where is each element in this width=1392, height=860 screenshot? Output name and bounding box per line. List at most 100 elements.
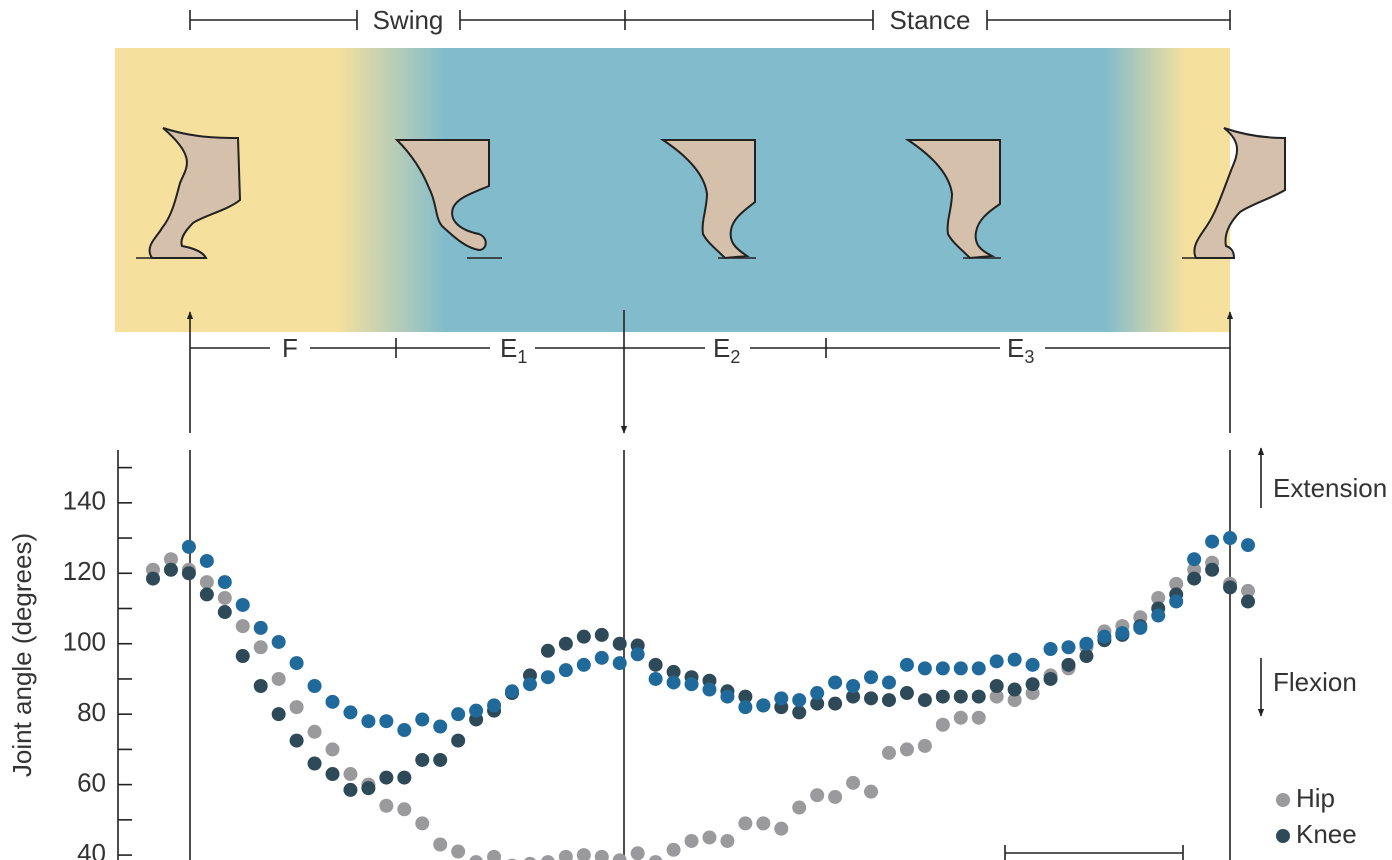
data-point [361, 714, 376, 729]
data-point [163, 552, 178, 567]
data-point [648, 671, 663, 686]
data-point [576, 848, 591, 860]
data-point [756, 698, 771, 713]
data-point [738, 689, 753, 704]
data-point [415, 816, 430, 831]
data-point [1115, 626, 1130, 641]
data-point [1061, 657, 1076, 672]
data-point [612, 656, 627, 671]
data-point [415, 712, 430, 727]
legs [136, 127, 1286, 260]
data-point [253, 640, 268, 655]
data-point [397, 802, 412, 817]
data-point [1043, 642, 1058, 657]
data-point [397, 770, 412, 785]
data-point [594, 650, 609, 665]
data-point [379, 798, 394, 813]
data-point [917, 738, 932, 753]
data-point [1223, 580, 1238, 595]
data-point [971, 689, 986, 704]
data-point [451, 733, 466, 748]
data-point [307, 756, 322, 771]
data-point [1187, 552, 1202, 567]
data-point [917, 693, 932, 708]
data-point [899, 686, 914, 701]
data-point [451, 707, 466, 722]
y-axis-title: Joint angle (degrees) [7, 533, 37, 777]
data-point [541, 855, 555, 860]
data-point [630, 846, 645, 860]
y-tick-label: 80 [77, 697, 106, 727]
data-point [540, 670, 555, 685]
data-point [702, 682, 717, 697]
data-point [738, 816, 753, 831]
data-point [971, 710, 986, 725]
data-point [684, 677, 699, 692]
data-point [953, 689, 968, 704]
data-point [181, 566, 196, 581]
data-point [235, 649, 250, 664]
data-point [379, 770, 394, 785]
data-point [774, 691, 789, 706]
y-tick-label: 60 [77, 767, 106, 797]
data-point [433, 837, 448, 852]
data-point [810, 788, 825, 803]
data-point [684, 833, 699, 848]
data-point [594, 849, 609, 860]
data-point [953, 710, 968, 725]
data-point [289, 700, 304, 715]
data-point [612, 636, 627, 651]
data-point [1007, 693, 1022, 708]
data-point [576, 629, 591, 644]
data-point [720, 689, 735, 704]
phase-label: E1 [500, 333, 527, 367]
data-point [1223, 531, 1238, 546]
stance-label: Stance [890, 5, 971, 35]
data-point [648, 855, 663, 860]
data-point [325, 767, 340, 782]
data-point [540, 643, 555, 658]
data-point [325, 742, 340, 757]
data-point [1007, 682, 1022, 697]
legend-label: Knee [1296, 819, 1357, 849]
data-point [935, 689, 950, 704]
data-point [864, 670, 879, 685]
data-point [307, 678, 322, 693]
data-point [792, 693, 807, 708]
data-point [217, 605, 232, 620]
data-point [253, 620, 268, 635]
data-point [163, 562, 178, 577]
data-point [612, 853, 627, 860]
data-point [524, 856, 536, 860]
y-tick-label: 100 [63, 627, 106, 657]
annotation: Flexion [1273, 667, 1357, 697]
data-point [1007, 652, 1022, 667]
data-point [343, 782, 358, 797]
phase-label: E2 [713, 333, 740, 367]
data-point [1151, 590, 1166, 605]
data-point [792, 800, 807, 815]
data-point [217, 590, 232, 605]
legend-marker [1276, 793, 1290, 807]
data-point [505, 684, 520, 699]
y-tick-label: 120 [63, 556, 106, 586]
data-point [917, 661, 932, 676]
data-point [774, 821, 789, 836]
data-point [1241, 538, 1255, 553]
data-point [199, 575, 214, 590]
data-point [1079, 649, 1094, 664]
data-point [846, 775, 861, 790]
data-point [487, 849, 502, 860]
data-point [846, 678, 861, 693]
data-point [397, 723, 412, 738]
annotation: Extension [1273, 473, 1387, 503]
data-point [989, 654, 1004, 669]
phase-band [115, 48, 1230, 332]
data-point [146, 571, 160, 586]
data-point [576, 657, 591, 672]
data-point [1097, 629, 1112, 644]
data-point [1151, 608, 1166, 623]
data-point [864, 691, 879, 706]
